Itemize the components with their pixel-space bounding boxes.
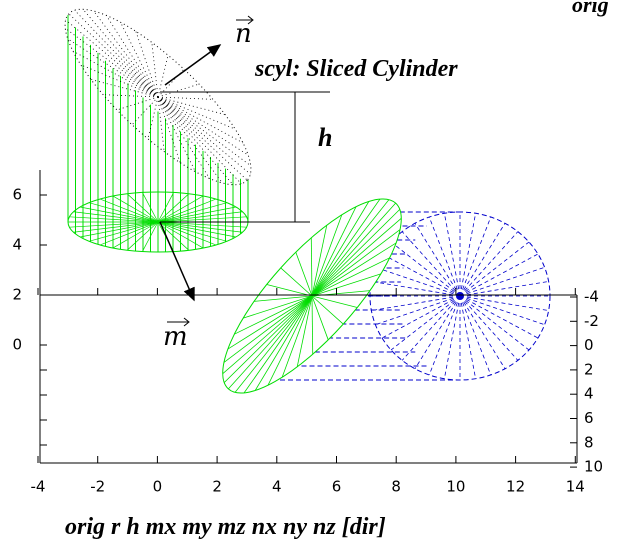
- axis-label: m: [163, 322, 188, 352]
- bottom-tick-label: 6: [332, 478, 342, 496]
- slice-spoke: [138, 97, 215, 172]
- right-tick-label: 10: [584, 458, 603, 476]
- spoke: [429, 296, 460, 375]
- title: scyl: Sliced Cylinder: [254, 56, 458, 82]
- left-tick-label: 4: [12, 236, 22, 254]
- spoke: [460, 296, 491, 375]
- slice-spoke: [113, 31, 180, 97]
- bottom-tick-label: -4: [31, 478, 46, 496]
- slice-spoke: [158, 76, 235, 151]
- figure: orig scyl: Sliced Cylinder h n m orig r …: [0, 0, 621, 542]
- right-tick-label: 0: [584, 336, 594, 354]
- right-tick-label: -2: [584, 312, 599, 330]
- slice-spoke: [158, 71, 213, 126]
- right-tick-label: 6: [584, 409, 594, 427]
- spoke: [460, 217, 491, 296]
- spoke: [460, 267, 545, 296]
- slice-spoke: [101, 22, 178, 97]
- bottom-tick-label: 8: [391, 478, 401, 496]
- bottom-tick-label: 12: [506, 478, 525, 496]
- slice-spoke: [81, 11, 171, 97]
- slice-spoke: [66, 15, 158, 102]
- slice-spoke: [145, 97, 235, 183]
- spoke: [382, 296, 460, 338]
- right-tick-label: 8: [584, 433, 594, 451]
- slice-spoke: [136, 97, 203, 163]
- spoke: [460, 296, 538, 338]
- spoke: [382, 254, 460, 296]
- normal-arrow: [165, 45, 220, 85]
- slice-spoke: [158, 79, 243, 161]
- height-label: h: [318, 123, 332, 152]
- right-tick-label: 4: [584, 385, 594, 403]
- slice-spoke: [103, 69, 158, 124]
- bottom-tick-label: 0: [153, 478, 163, 496]
- right-tick-label: -4: [584, 288, 599, 306]
- spoke: [460, 296, 545, 325]
- left-tick-label: 0: [12, 336, 22, 354]
- corner-label: orig: [572, 0, 609, 17]
- bottom-tick-label: -2: [90, 478, 105, 496]
- bottom-tick-label: 14: [566, 478, 585, 496]
- left-tick-label: 6: [12, 186, 22, 204]
- usage: orig r h mx my mz nx ny nz [dir]: [65, 514, 386, 540]
- spoke: [375, 267, 460, 296]
- bottom-tick-label: 2: [212, 478, 222, 496]
- slice-spoke: [158, 92, 250, 179]
- slice-spoke: [73, 33, 158, 115]
- right-tick-label: 2: [584, 360, 594, 378]
- bottom-tick-label: 10: [446, 478, 465, 496]
- spoke: [460, 254, 538, 296]
- slice-spoke: [81, 44, 158, 119]
- spoke: [429, 217, 460, 296]
- axis-arrow: [160, 222, 194, 300]
- left-tick-label: 2: [12, 286, 22, 304]
- slice-spoke: [91, 55, 158, 121]
- slice-spoke: [65, 19, 158, 107]
- bottom-tick-label: 4: [272, 478, 282, 496]
